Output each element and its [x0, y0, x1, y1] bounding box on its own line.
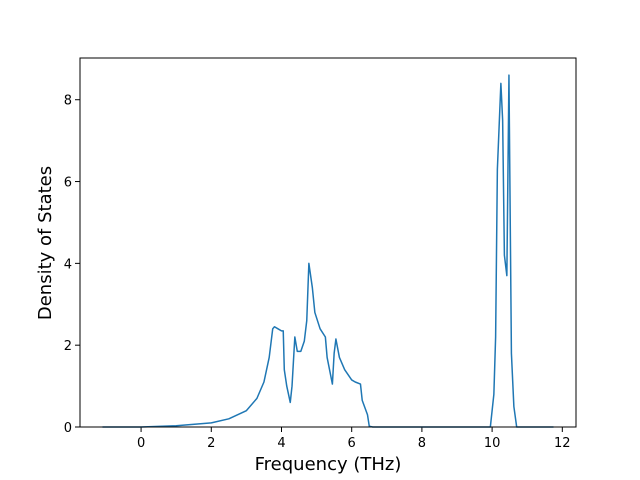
x-axis-label: Frequency (THz) — [255, 454, 402, 475]
x-tick-label: 12 — [554, 436, 571, 451]
x-tick-label: 4 — [277, 436, 285, 451]
y-tick-label: 4 — [64, 257, 72, 272]
y-axis-label: Density of States — [35, 166, 56, 320]
y-tick-label: 2 — [64, 339, 72, 354]
x-tick-label: 8 — [418, 436, 426, 451]
x-tick-label: 10 — [484, 436, 501, 451]
y-tick-label: 0 — [64, 421, 72, 436]
x-tick-label: 0 — [137, 436, 145, 451]
x-tick-label: 2 — [207, 436, 215, 451]
x-tick-label: 6 — [348, 436, 356, 451]
y-tick-label: 8 — [64, 94, 72, 109]
plot-frame — [79, 57, 577, 428]
y-tick-label: 6 — [64, 176, 72, 191]
line-series — [102, 74, 554, 428]
